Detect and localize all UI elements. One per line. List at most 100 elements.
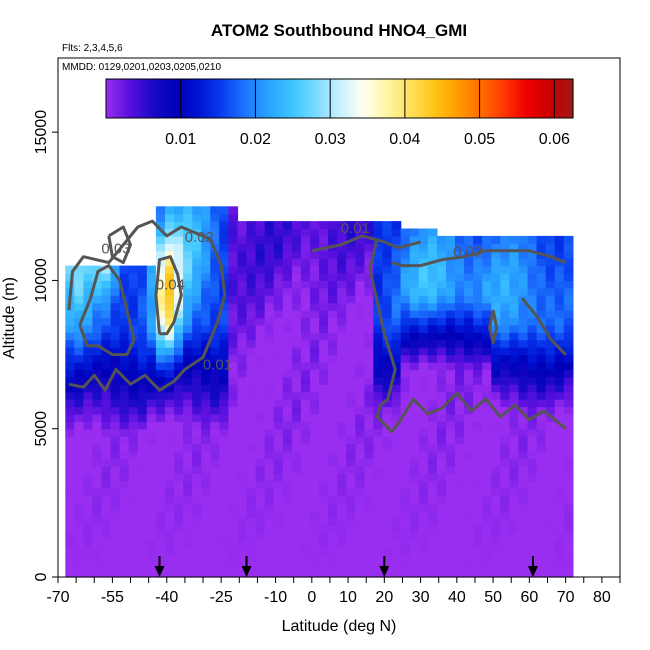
- heatmap-cell: [563, 510, 574, 519]
- heatmap-cell: [346, 310, 356, 319]
- heatmap-cell: [400, 287, 411, 296]
- heatmap-cell: [418, 532, 429, 541]
- heatmap-cell: [273, 502, 284, 511]
- heatmap-cell: [101, 554, 112, 563]
- heatmap-cell: [255, 339, 266, 348]
- heatmap-cell: [255, 362, 266, 370]
- heatmap-cell: [310, 339, 320, 348]
- heatmap-cell: [400, 339, 411, 348]
- heatmap-cell: [427, 458, 438, 467]
- heatmap-cell: [119, 302, 130, 311]
- heatmap-cell: [563, 250, 574, 259]
- heatmap-cell: [455, 347, 465, 356]
- heatmap-cell: [137, 317, 148, 326]
- heatmap-cell: [146, 287, 157, 296]
- heatmap-cell: [391, 369, 402, 378]
- heatmap-cell: [192, 384, 202, 393]
- heatmap-cell: [337, 413, 347, 422]
- heatmap-cell: [74, 473, 84, 482]
- heatmap-cell: [473, 287, 483, 296]
- heatmap-cell: [554, 539, 565, 548]
- heatmap-cell: [518, 465, 529, 474]
- heatmap-cell: [455, 273, 465, 281]
- heatmap-cell: [165, 406, 175, 415]
- heatmap-cell: [92, 480, 103, 489]
- heatmap-cell: [264, 250, 275, 259]
- heatmap-cell: [328, 473, 338, 482]
- heatmap-cell: [427, 532, 438, 541]
- heatmap-cell: [119, 488, 130, 496]
- heatmap-cell: [436, 517, 447, 526]
- heatmap-cell: [219, 554, 229, 563]
- colorbar-tick-label: 0.06: [539, 131, 570, 148]
- heatmap-cell: [518, 569, 529, 578]
- heatmap-cell: [337, 362, 347, 370]
- heatmap-cell: [491, 443, 501, 452]
- colorbar-segment: [342, 79, 346, 118]
- heatmap-cell: [237, 302, 248, 311]
- heatmap-cell: [155, 458, 166, 467]
- heatmap-cell: [273, 228, 284, 237]
- heatmap-cell: [364, 235, 375, 244]
- heatmap-cell: [65, 265, 75, 274]
- heatmap-cell: [273, 339, 284, 348]
- heatmap-cell: [355, 443, 365, 452]
- heatmap-cell: [382, 310, 393, 319]
- heatmap-cell: [291, 317, 302, 326]
- heatmap-cell: [373, 569, 384, 578]
- heatmap-cell: [310, 458, 320, 467]
- heatmap-cell: [491, 569, 501, 578]
- heatmap-cell: [364, 287, 375, 296]
- colorbar-segment: [138, 79, 142, 118]
- colorbar-segment: [164, 79, 168, 118]
- colorbar-segment: [158, 79, 163, 118]
- heatmap-cell: [337, 339, 347, 348]
- heatmap-cell: [201, 525, 211, 534]
- heatmap-cell: [237, 539, 248, 548]
- y-tick-label: 0: [33, 572, 50, 581]
- heatmap-cell: [165, 569, 175, 578]
- heatmap-cell: [246, 362, 257, 370]
- heatmap-cell: [246, 421, 257, 430]
- heatmap-cell: [101, 302, 112, 311]
- heatmap-cell: [192, 517, 202, 526]
- heatmap-cell: [545, 517, 556, 526]
- heatmap-cell: [464, 569, 474, 578]
- flight-markers: [154, 556, 538, 577]
- heatmap-cell: [554, 510, 565, 519]
- heatmap-cell: [300, 265, 311, 274]
- colorbar-segment: [286, 79, 291, 118]
- heatmap-cell: [427, 510, 438, 519]
- heatmap-cell: [165, 473, 175, 482]
- heatmap-cell: [210, 428, 220, 437]
- heatmap-cell: [554, 265, 565, 274]
- heatmap-cell: [65, 391, 75, 400]
- heatmap-cell: [482, 562, 492, 571]
- heatmap-cell: [300, 443, 311, 452]
- heatmap-cell: [418, 428, 429, 437]
- heatmap-cell: [65, 473, 75, 482]
- heatmap-cell: [128, 362, 139, 370]
- heatmap-cell: [101, 473, 112, 482]
- heatmap-cell: [146, 391, 157, 400]
- heatmap-cell: [491, 243, 501, 252]
- heatmap-cell: [464, 295, 474, 304]
- heatmap-cell: [373, 339, 384, 348]
- heatmap-cell: [319, 406, 329, 415]
- heatmap-cell: [92, 554, 103, 563]
- heatmap-cell: [264, 465, 275, 474]
- heatmap-cell: [273, 310, 284, 319]
- heatmap-cell: [264, 391, 275, 400]
- heatmap-cell: [83, 458, 94, 467]
- heatmap-cell: [282, 443, 293, 452]
- heatmap-cell: [446, 317, 456, 326]
- heatmap-cell: [364, 458, 375, 467]
- heatmap-cell: [427, 421, 438, 430]
- dates-subtitle: MMDD: 0129,0201,0203,0205,0210: [62, 62, 221, 73]
- heatmap-cell: [427, 347, 438, 356]
- heatmap-cell: [473, 525, 483, 534]
- heatmap-cell: [500, 258, 510, 267]
- heatmap-cell: [201, 399, 211, 408]
- heatmap-cell: [119, 339, 130, 348]
- heatmap-cell: [364, 243, 375, 252]
